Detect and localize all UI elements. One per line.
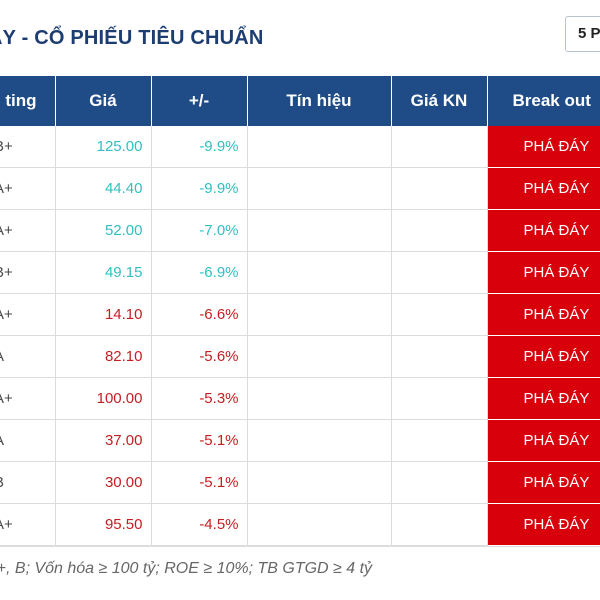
- rating-value: A+: [0, 390, 13, 407]
- change-cell: -6.9%: [151, 251, 248, 294]
- price-cell: 37.00: [55, 419, 152, 462]
- table-row[interactable]: A+ 95.50 -4.5% PHÁ ĐÁY: [0, 503, 600, 546]
- change-cell: -9.9%: [151, 126, 248, 168]
- rating-cell: A+: [0, 293, 56, 336]
- signal-cell: [247, 419, 392, 462]
- support-price-cell: [391, 419, 488, 462]
- table-header-row: ting Giá +/- Tín hiệu Giá KN Break out: [0, 76, 600, 126]
- signal-cell: [247, 461, 392, 504]
- rating-value: A+: [0, 222, 13, 239]
- breakout-badge: PHÁ ĐÁY: [487, 209, 600, 252]
- footer-divider: [0, 546, 600, 547]
- criteria-note: B+, B; Vốn hóa ≥ 100 tỷ; ROE ≥ 10%; TB G…: [0, 560, 373, 577]
- rating-value: A: [0, 432, 47, 449]
- change-cell: -9.9%: [151, 167, 248, 210]
- signal-cell: [247, 251, 392, 294]
- breakout-badge: PHÁ ĐÁY: [487, 167, 600, 210]
- support-price-cell: [391, 461, 488, 504]
- table-row[interactable]: A+ 52.00 -7.0% PHÁ ĐÁY: [0, 209, 600, 252]
- rating-value: A: [0, 348, 47, 365]
- rating-value: B+: [0, 264, 13, 281]
- breakout-badge: PHÁ ĐÁY: [487, 293, 600, 336]
- price-cell: 100.00: [55, 377, 152, 420]
- breakout-badge: PHÁ ĐÁY: [487, 251, 600, 294]
- price-cell: 14.10: [55, 293, 152, 336]
- breakout-badge: PHÁ ĐÁY: [487, 126, 600, 168]
- rating-cell: B+: [0, 251, 56, 294]
- column-header-change[interactable]: +/-: [151, 76, 248, 126]
- support-price-cell: [391, 251, 488, 294]
- change-cell: -5.3%: [151, 377, 248, 420]
- support-price-cell: [391, 167, 488, 210]
- column-header-price[interactable]: Giá: [55, 76, 152, 126]
- support-price-cell: [391, 503, 488, 546]
- rating-cell: A+: [0, 209, 56, 252]
- column-header-rating[interactable]: ting: [0, 76, 56, 126]
- change-cell: -5.1%: [151, 461, 248, 504]
- signal-cell: [247, 209, 392, 252]
- table-row[interactable]: B+ 125.00 -9.9% PHÁ ĐÁY: [0, 126, 600, 168]
- column-header-signal[interactable]: Tín hiệu: [247, 76, 392, 126]
- period-select[interactable]: 5 P: [565, 16, 600, 52]
- change-cell: -5.1%: [151, 419, 248, 462]
- table-row[interactable]: B 30.00 -5.1% PHÁ ĐÁY: [0, 461, 600, 504]
- support-price-cell: [391, 126, 488, 168]
- page-header: ÁY - CỔ PHIẾU TIÊU CHUẨN 5 P: [0, 0, 600, 76]
- signal-cell: [247, 126, 392, 168]
- table-row[interactable]: A+ 44.40 -9.9% PHÁ ĐÁY: [0, 167, 600, 210]
- column-header-breakout[interactable]: Break out: [487, 76, 600, 126]
- rating-cell: A: [0, 335, 56, 378]
- rating-cell: A+: [0, 377, 56, 420]
- rating-value: B+: [0, 138, 13, 155]
- breakout-badge: PHÁ ĐÁY: [487, 461, 600, 504]
- table-row[interactable]: A 37.00 -5.1% PHÁ ĐÁY: [0, 419, 600, 462]
- price-cell: 49.15: [55, 251, 152, 294]
- signal-cell: [247, 503, 392, 546]
- breakout-badge: PHÁ ĐÁY: [487, 419, 600, 462]
- signal-cell: [247, 293, 392, 336]
- table-row[interactable]: A 82.10 -5.6% PHÁ ĐÁY: [0, 335, 600, 378]
- breakout-badge: PHÁ ĐÁY: [487, 377, 600, 420]
- change-cell: -6.6%: [151, 293, 248, 336]
- rating-cell: A: [0, 419, 56, 462]
- rating-value: A+: [0, 306, 13, 323]
- price-cell: 52.00: [55, 209, 152, 252]
- rating-value: B: [0, 474, 47, 491]
- price-cell: 44.40: [55, 167, 152, 210]
- rating-cell: A+: [0, 167, 56, 210]
- signal-cell: [247, 377, 392, 420]
- breakout-badge: PHÁ ĐÁY: [487, 503, 600, 546]
- price-cell: 82.10: [55, 335, 152, 378]
- change-cell: -5.6%: [151, 335, 248, 378]
- breakout-badge: PHÁ ĐÁY: [487, 335, 600, 378]
- change-cell: -4.5%: [151, 503, 248, 546]
- rating-cell: B+: [0, 126, 56, 168]
- price-cell: 30.00: [55, 461, 152, 504]
- rating-cell: B: [0, 461, 56, 504]
- rating-cell: A+: [0, 503, 56, 546]
- table-row[interactable]: B+ 49.15 -6.9% PHÁ ĐÁY: [0, 251, 600, 294]
- rating-value: A+: [0, 180, 13, 197]
- page-title: ÁY - CỔ PHIẾU TIÊU CHUẨN: [0, 27, 264, 49]
- stock-table: ting Giá +/- Tín hiệu Giá KN Break out B…: [0, 76, 600, 546]
- support-price-cell: [391, 209, 488, 252]
- support-price-cell: [391, 293, 488, 336]
- signal-cell: [247, 167, 392, 210]
- price-cell: 125.00: [55, 126, 152, 168]
- rating-value: A+: [0, 516, 13, 533]
- price-cell: 95.50: [55, 503, 152, 546]
- table-body: B+ 125.00 -9.9% PHÁ ĐÁY A+ 44.40 -9.9% P…: [0, 126, 600, 546]
- support-price-cell: [391, 377, 488, 420]
- change-cell: -7.0%: [151, 209, 248, 252]
- table-row[interactable]: A+ 100.00 -5.3% PHÁ ĐÁY: [0, 377, 600, 420]
- signal-cell: [247, 335, 392, 378]
- table-row[interactable]: A+ 14.10 -6.6% PHÁ ĐÁY: [0, 293, 600, 336]
- column-header-support-price[interactable]: Giá KN: [391, 76, 488, 126]
- support-price-cell: [391, 335, 488, 378]
